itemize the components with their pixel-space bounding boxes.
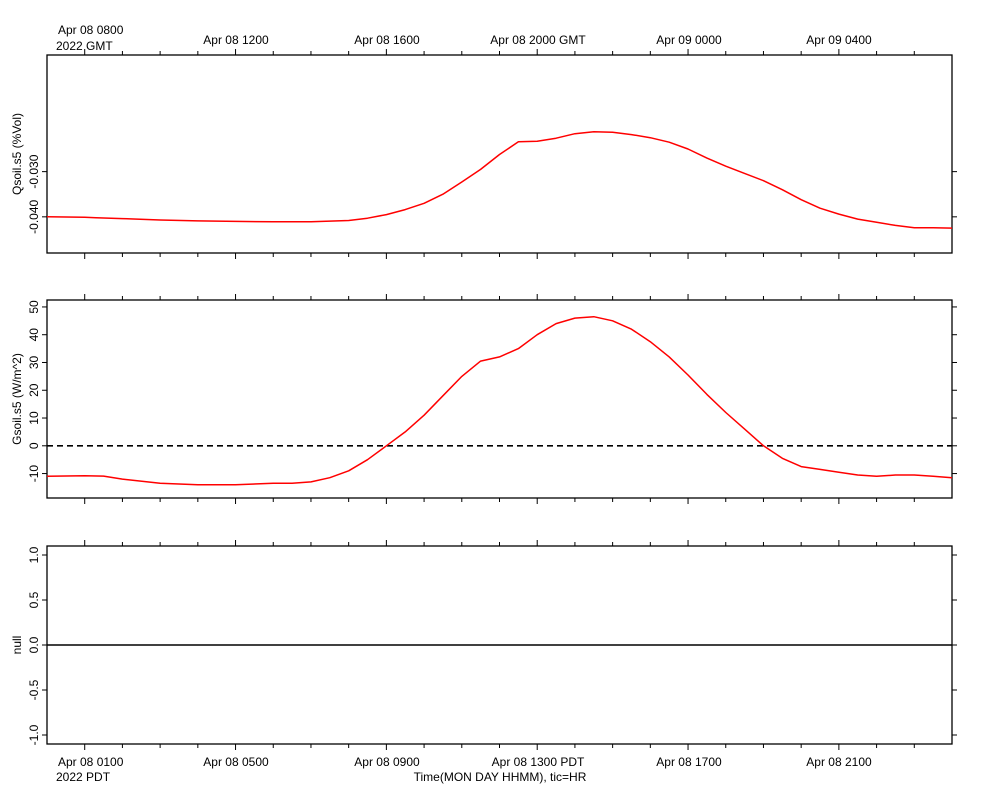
series-line xyxy=(46,315,953,486)
gsoil-panel: 50 40 30 20 10 0 -10 Gsoil.s5 (W/m^2) xyxy=(10,294,957,504)
qsoil-y-ticks: -0.030 -0.040 xyxy=(27,154,957,234)
y-tick-label: 50 xyxy=(27,300,41,314)
qsoil-panel: -0.030 -0.040 Qsoil.s5 (%Vol) xyxy=(10,49,957,259)
y-tick-label: 30 xyxy=(27,355,41,369)
bottom-axis-label: Apr 08 0900 xyxy=(354,755,420,769)
null-y-axis-title: null xyxy=(10,636,24,655)
y-tick-label: -0.040 xyxy=(27,199,41,233)
x-axis-title: Time(MON DAY HHMM), tic=HR xyxy=(414,770,587,784)
y-tick-label: 0 xyxy=(27,442,41,449)
top-axis-labels: Apr 08 0800 2022 GMT Apr 08 1200 Apr 08 … xyxy=(56,23,872,53)
bottom-axis-label: Apr 08 2100 xyxy=(806,755,872,769)
y-tick-label: -1.0 xyxy=(27,724,41,745)
y-tick-label: -0.030 xyxy=(27,154,41,188)
gsoil-y-axis-title: Gsoil.s5 (W/m^2) xyxy=(10,353,24,445)
bottom-axis-first-label-line1: Apr 08 0100 xyxy=(58,755,124,769)
null-panel: 1.0 0.5 0.0 -0.5 -1.0 null xyxy=(10,540,957,750)
top-axis-label: Apr 08 1200 xyxy=(203,33,269,47)
qsoil-series xyxy=(46,131,953,229)
top-axis-label: Apr 08 1600 xyxy=(354,33,420,47)
y-tick-label: 0.0 xyxy=(27,636,41,653)
y-tick-label: 1.0 xyxy=(27,546,41,563)
qsoil-x-ticks xyxy=(84,49,915,259)
top-axis-label: Apr 09 0000 xyxy=(656,33,722,47)
top-axis-label: Apr 09 0400 xyxy=(806,33,872,47)
gsoil-series xyxy=(46,315,953,486)
null-y-ticks: 1.0 0.5 0.0 -0.5 -1.0 xyxy=(27,546,957,745)
bottom-axis-labels: Apr 08 0100 2022 PDT Apr 08 0500 Apr 08 … xyxy=(56,755,872,784)
top-axis-first-label-line2: 2022 GMT xyxy=(56,39,113,53)
gsoil-y-ticks: 50 40 30 20 10 0 -10 xyxy=(27,300,957,482)
gsoil-x-ticks xyxy=(84,294,915,504)
null-x-ticks xyxy=(84,540,915,750)
bottom-axis-label: Apr 08 0500 xyxy=(203,755,269,769)
bottom-axis-first-label-line2: 2022 PDT xyxy=(56,770,111,784)
y-tick-label: 10 xyxy=(27,411,41,425)
y-tick-label: -0.5 xyxy=(27,679,41,700)
bottom-axis-label: Apr 08 1300 PDT xyxy=(492,755,585,769)
y-tick-label: 20 xyxy=(27,383,41,397)
y-tick-label: 0.5 xyxy=(27,591,41,608)
y-tick-label: -10 xyxy=(27,465,41,483)
qsoil-y-axis-title: Qsoil.s5 (%Vol) xyxy=(10,113,24,195)
series-line xyxy=(46,131,953,229)
bottom-axis-label: Apr 08 1700 xyxy=(656,755,722,769)
y-tick-label: 40 xyxy=(27,328,41,342)
top-axis-first-label-line1: Apr 08 0800 xyxy=(58,23,124,37)
top-axis-label: Apr 08 2000 GMT xyxy=(490,33,586,47)
